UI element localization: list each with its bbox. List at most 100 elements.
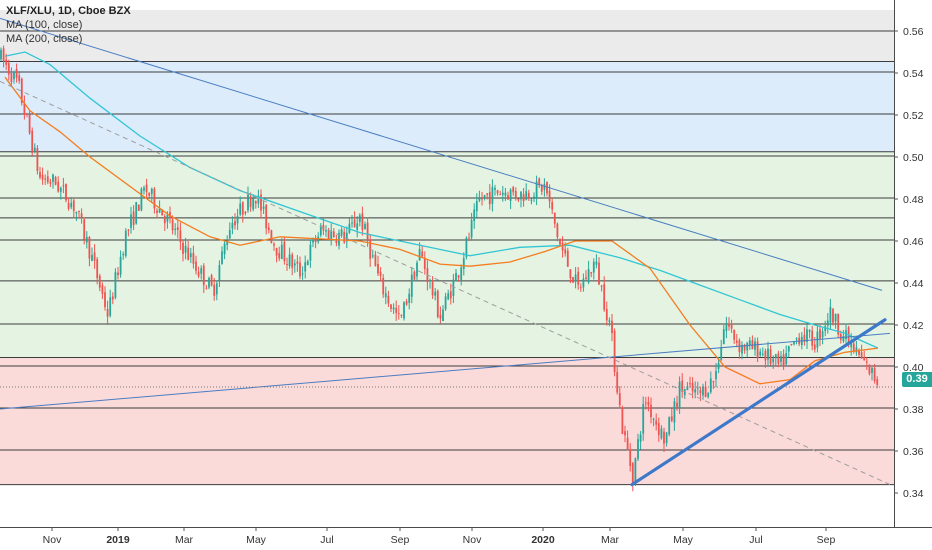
candle-body — [52, 174, 54, 182]
candle-body — [793, 341, 795, 345]
candle-body — [244, 211, 247, 214]
candle-body — [176, 227, 179, 231]
candle-body — [637, 439, 639, 459]
candle-body — [824, 326, 827, 332]
candle-body — [663, 431, 665, 444]
candle-body — [403, 302, 405, 319]
candle-body — [208, 278, 210, 288]
candle-body — [288, 254, 291, 267]
candle-body — [301, 273, 304, 275]
candle-body — [70, 202, 73, 208]
price-tick-label: 0.48 — [903, 194, 924, 206]
candle-body — [527, 192, 530, 199]
candle-body — [579, 287, 582, 289]
candle-body — [200, 268, 203, 274]
candle-body — [717, 362, 720, 369]
candle-body — [234, 221, 236, 226]
candle-body — [702, 386, 704, 396]
candle-body — [639, 434, 642, 442]
candle-body — [18, 75, 21, 81]
candle-body — [327, 229, 330, 240]
time-tick-label: Mar — [175, 534, 194, 546]
trendlines[interactable] — [0, 17, 891, 487]
candle-body — [252, 198, 255, 210]
candle-body — [343, 231, 346, 243]
time-tick-label: Sep — [817, 534, 836, 546]
ma200-legend[interactable]: MA (200, close) — [6, 33, 83, 45]
candle-body — [499, 194, 502, 196]
candle-body — [629, 449, 632, 466]
candle-body — [5, 59, 8, 65]
candle-body — [644, 402, 647, 404]
candle-body — [54, 177, 57, 185]
candle-body — [431, 282, 434, 296]
candle-body — [332, 231, 335, 237]
candle-body — [592, 261, 595, 273]
time-tick-label: May — [246, 534, 267, 546]
candle-body — [335, 239, 338, 244]
candle-body — [668, 417, 671, 435]
candle-body — [371, 255, 374, 257]
candle-body — [473, 209, 476, 221]
candle-body — [137, 204, 140, 211]
candle-body — [462, 258, 465, 270]
candle-body — [410, 274, 413, 297]
trendline-descending-resistance[interactable] — [0, 17, 883, 291]
candle-body — [808, 330, 811, 332]
trendline-dashed-decline[interactable] — [0, 80, 891, 486]
candle-body — [813, 344, 816, 350]
candle-body — [826, 320, 829, 326]
candle-body — [761, 353, 764, 355]
candle-body — [358, 215, 361, 222]
candle-body — [418, 248, 421, 261]
candle-body — [286, 263, 288, 265]
candle-body — [400, 314, 403, 316]
candle-body — [153, 188, 156, 209]
candle-body — [140, 188, 143, 211]
ma100-legend[interactable]: MA (100, close) — [6, 19, 83, 31]
candle-body — [171, 219, 174, 231]
symbol-title[interactable]: XLF/XLU, 1D, Cboe BZX — [6, 5, 131, 17]
candle-body — [598, 262, 600, 285]
candle-body — [88, 237, 91, 259]
candle-body — [603, 283, 606, 310]
candle-body — [278, 253, 281, 259]
candle-body — [44, 178, 47, 180]
candle-body — [455, 272, 457, 282]
candle-body — [26, 113, 28, 116]
candle-body — [416, 262, 418, 277]
ma200-line — [4, 51, 879, 349]
candle-body — [353, 219, 356, 228]
candle-body — [195, 261, 197, 271]
trendline-rising-support[interactable] — [630, 318, 887, 487]
trendline-long-support[interactable] — [0, 332, 891, 410]
candle-body — [587, 269, 590, 283]
candle-body — [832, 308, 834, 323]
price-axis[interactable]: 0.34 0.36 0.38 0.40 0.42 0.44 0.46 0.48 0.50 0.52… — [894, 0, 932, 550]
candle-body — [41, 174, 44, 180]
candle-body — [871, 367, 873, 373]
candle-body — [709, 378, 712, 393]
candle-body — [748, 340, 751, 345]
candle-body — [876, 379, 879, 385]
candle-body — [673, 401, 676, 423]
candle-body — [631, 463, 634, 485]
candle-body — [366, 222, 369, 242]
candle-body — [444, 296, 447, 310]
time-axis[interactable]: Nov 2019 Mar May Jul Sep Nov 2020 Mar May Jul Sep — [0, 527, 932, 550]
candle-body — [741, 344, 743, 354]
candle-body — [408, 293, 411, 303]
time-tick-label: Jul — [320, 534, 333, 546]
candle-body — [265, 204, 268, 229]
candle-body — [145, 184, 148, 193]
candle-body — [306, 261, 309, 266]
candle-body — [330, 230, 333, 241]
candle-body — [179, 230, 182, 242]
candle-body — [509, 189, 512, 201]
last-price-badge: 0.39 — [902, 372, 932, 387]
candle-body — [395, 308, 398, 313]
candle-body — [83, 219, 86, 240]
candle-body — [512, 187, 515, 193]
candle-body — [863, 356, 866, 361]
